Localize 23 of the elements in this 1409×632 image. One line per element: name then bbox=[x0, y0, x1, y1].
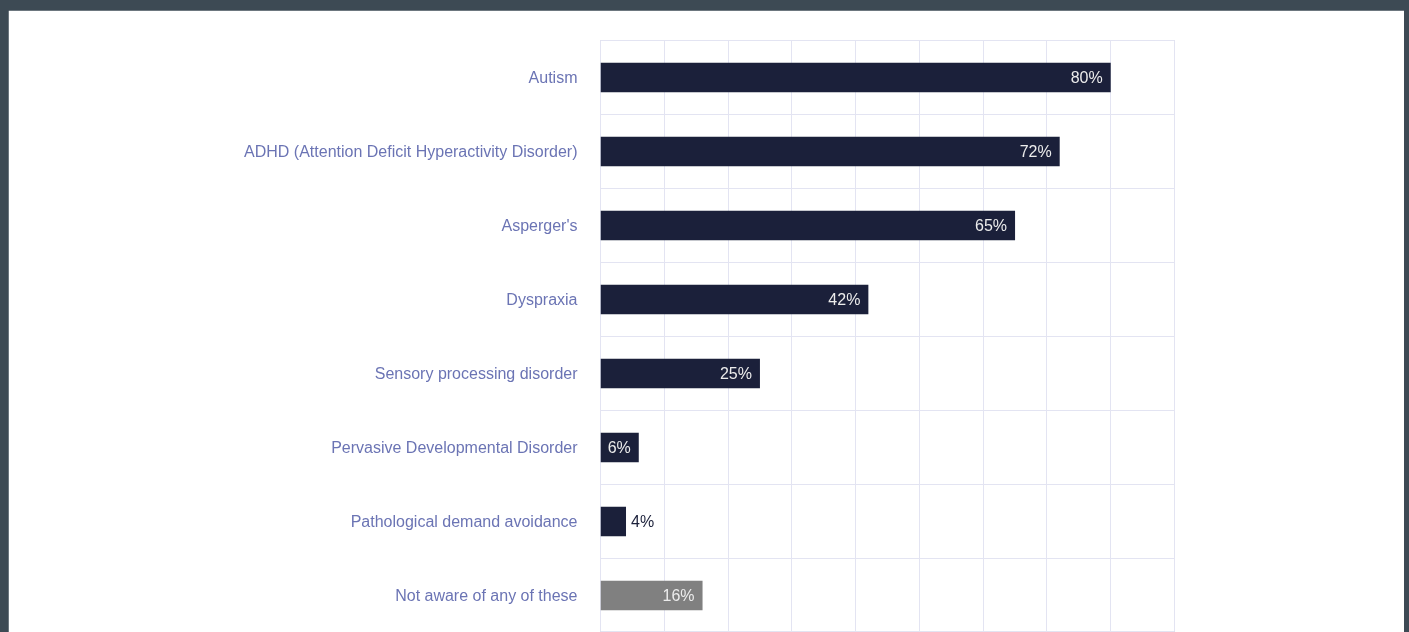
data-label: 6% bbox=[607, 439, 631, 456]
data-label: 80% bbox=[1070, 69, 1103, 86]
y-tick-label: Sensory processing disorder bbox=[374, 365, 579, 382]
data-label: 65% bbox=[975, 217, 1008, 234]
bar bbox=[600, 580, 703, 611]
data-label: 25% bbox=[719, 365, 752, 382]
y-tick-label: Pathological demand avoidance bbox=[350, 513, 578, 530]
y-tick-label: Asperger's bbox=[501, 217, 578, 234]
y-tick-label: Pervasive Developmental Disorder bbox=[331, 439, 579, 456]
bar bbox=[600, 506, 627, 537]
bar bbox=[600, 136, 1060, 167]
bar bbox=[600, 284, 869, 315]
y-tick-label: Dyspraxia bbox=[506, 291, 578, 308]
bar bbox=[600, 358, 760, 389]
data-label: 72% bbox=[1019, 143, 1052, 160]
bar bbox=[600, 210, 1016, 241]
data-label: 42% bbox=[828, 291, 861, 308]
bar bbox=[600, 62, 1111, 93]
y-tick-label: Autism bbox=[528, 69, 578, 86]
y-tick-label: Not aware of any of these bbox=[395, 587, 578, 604]
y-tick-label: ADHD (Attention Deficit Hyperactivity Disorder) bbox=[244, 143, 578, 160]
data-label: 16% bbox=[662, 587, 695, 604]
data-label: 4% bbox=[631, 513, 655, 530]
